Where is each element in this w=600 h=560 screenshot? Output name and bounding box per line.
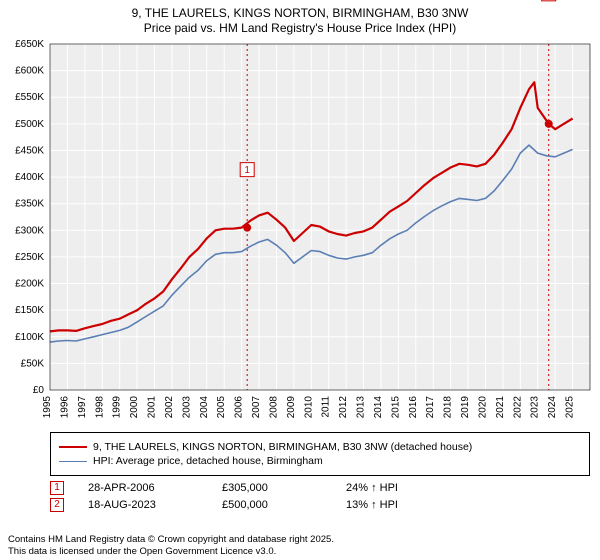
x-tick-label: 1996 xyxy=(59,396,70,419)
x-tick-label: 1995 xyxy=(42,396,53,419)
attribution: Contains HM Land Registry data © Crown c… xyxy=(8,534,592,558)
sale-events: 1 28-APR-2006 £305,000 24% ↑ HPI 2 18-AUG-202… xyxy=(50,478,590,515)
x-tick-label: 2015 xyxy=(390,396,401,419)
x-tick-label: 2011 xyxy=(321,396,332,418)
x-tick-label: 2000 xyxy=(129,396,140,419)
x-tick-label: 2012 xyxy=(338,396,349,419)
y-tick-label: £350K xyxy=(15,199,44,210)
y-tick-label: £0 xyxy=(33,385,45,396)
y-tick-label: £300K xyxy=(15,225,44,236)
plot-bg xyxy=(50,44,590,390)
legend-row: HPI: Average price, detached house, Birm… xyxy=(59,455,581,467)
sale-number-icon: 2 xyxy=(50,498,64,512)
footer-line1: Contains HM Land Registry data © Crown c… xyxy=(8,534,334,545)
y-tick-label: £600K xyxy=(15,66,44,77)
legend-swatch xyxy=(59,446,87,448)
sale-hpi: 24% ↑ HPI xyxy=(346,482,398,494)
x-tick-label: 2024 xyxy=(547,396,558,419)
legend: 9, THE LAURELS, KINGS NORTON, BIRMINGHAM… xyxy=(50,432,590,476)
x-tick-label: 2013 xyxy=(356,396,367,419)
x-tick-label: 2014 xyxy=(373,396,384,419)
y-tick-label: £200K xyxy=(15,279,44,290)
x-tick-label: 2004 xyxy=(199,396,210,419)
legend-swatch xyxy=(59,461,87,462)
x-tick-label: 2003 xyxy=(181,396,192,419)
y-tick-label: £650K xyxy=(15,39,44,50)
sale-price: £500,000 xyxy=(222,499,322,511)
y-tick-label: £450K xyxy=(15,145,44,156)
footer-line2: This data is licensed under the Open Gov… xyxy=(8,546,276,557)
x-tick-label: 2005 xyxy=(216,396,227,419)
sale-price: £305,000 xyxy=(222,482,322,494)
x-tick-label: 2001 xyxy=(147,396,158,419)
x-tick-label: 2016 xyxy=(408,396,419,419)
sale-date: 28-APR-2006 xyxy=(88,482,198,494)
x-tick-label: 1999 xyxy=(112,396,123,419)
sale-event-row: 2 18-AUG-2023 £500,000 13% ↑ HPI xyxy=(50,498,590,512)
legend-label: HPI: Average price, detached house, Birm… xyxy=(93,455,323,467)
x-tick-label: 2017 xyxy=(425,396,436,419)
sale-event-row: 1 28-APR-2006 £305,000 24% ↑ HPI xyxy=(50,481,590,495)
x-tick-label: 2007 xyxy=(251,396,262,419)
sale-marker-num: 1 xyxy=(244,165,250,176)
x-tick-label: 2025 xyxy=(565,396,576,419)
sale-number-icon: 1 xyxy=(50,481,64,495)
legend-label: 9, THE LAURELS, KINGS NORTON, BIRMINGHAM… xyxy=(93,441,472,453)
y-tick-label: £550K xyxy=(15,92,44,103)
x-tick-label: 2018 xyxy=(443,396,454,419)
y-tick-label: £250K xyxy=(15,252,44,263)
y-tick-label: £100K xyxy=(15,332,44,343)
x-tick-label: 2023 xyxy=(530,396,541,419)
x-tick-label: 2020 xyxy=(477,396,488,419)
x-tick-label: 2021 xyxy=(495,396,506,419)
x-tick-label: 2008 xyxy=(268,396,279,419)
price-chart: £0 £50K £100K £150K £200K £250K £300K £350K £400… xyxy=(0,0,600,420)
y-tick-label: £150K xyxy=(15,305,44,316)
y-tick-label: £400K xyxy=(15,172,44,183)
x-tick-label: 1997 xyxy=(77,396,88,419)
x-tick-label: 1998 xyxy=(94,396,105,419)
x-tick-label: 2009 xyxy=(286,396,297,419)
y-tick-label: £50K xyxy=(21,358,45,369)
x-tick-label: 2002 xyxy=(164,396,175,419)
legend-row: 9, THE LAURELS, KINGS NORTON, BIRMINGHAM… xyxy=(59,441,581,453)
y-tick-label: £500K xyxy=(15,119,44,130)
sale-dot xyxy=(243,224,251,232)
x-tick-label: 2019 xyxy=(460,396,471,419)
sale-dot xyxy=(545,120,553,128)
sale-date: 18-AUG-2023 xyxy=(88,499,198,511)
x-tick-label: 2006 xyxy=(234,396,245,419)
x-tick-label: 2022 xyxy=(512,396,523,419)
x-tick-label: 2010 xyxy=(303,396,314,419)
sale-hpi: 13% ↑ HPI xyxy=(346,499,398,511)
